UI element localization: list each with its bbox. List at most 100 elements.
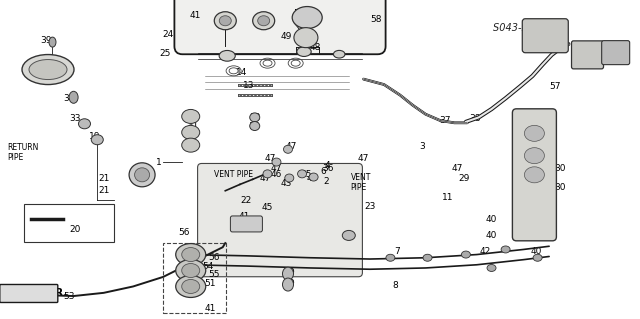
FancyBboxPatch shape <box>572 41 604 69</box>
Ellipse shape <box>134 168 150 182</box>
FancyBboxPatch shape <box>198 163 362 277</box>
Text: 13: 13 <box>243 81 254 90</box>
Ellipse shape <box>182 109 200 123</box>
Ellipse shape <box>220 16 231 26</box>
Text: 49: 49 <box>281 32 292 41</box>
Text: 19: 19 <box>89 132 100 141</box>
Text: 7: 7 <box>394 247 399 256</box>
Ellipse shape <box>129 163 155 187</box>
Ellipse shape <box>501 246 510 253</box>
Text: 40: 40 <box>531 247 542 256</box>
Text: S043-B0300 p: S043-B0300 p <box>493 23 563 33</box>
Text: 58: 58 <box>371 15 382 24</box>
Text: 33: 33 <box>70 114 81 123</box>
Text: 28: 28 <box>34 70 45 78</box>
Text: 18: 18 <box>612 48 623 57</box>
Ellipse shape <box>342 230 355 241</box>
Text: 47: 47 <box>452 164 463 173</box>
Ellipse shape <box>386 254 395 261</box>
Text: VENT PIPE: VENT PIPE <box>214 170 253 179</box>
Ellipse shape <box>285 174 294 182</box>
Text: 3: 3 <box>420 142 425 151</box>
Text: 48: 48 <box>309 43 321 52</box>
Text: 39: 39 <box>40 36 52 45</box>
Text: 37: 37 <box>439 116 451 125</box>
Text: 26: 26 <box>527 114 538 123</box>
Ellipse shape <box>298 170 307 178</box>
Text: 4: 4 <box>325 161 330 170</box>
Ellipse shape <box>487 264 496 271</box>
Text: 43: 43 <box>281 179 292 188</box>
Text: 42: 42 <box>479 247 491 256</box>
Text: 21: 21 <box>98 174 109 182</box>
Ellipse shape <box>263 170 272 178</box>
Text: 41: 41 <box>189 11 201 20</box>
Ellipse shape <box>292 7 322 28</box>
Ellipse shape <box>92 135 103 145</box>
Ellipse shape <box>29 60 67 79</box>
Text: 21: 21 <box>98 186 109 195</box>
Text: 24: 24 <box>162 30 173 39</box>
Ellipse shape <box>297 47 311 56</box>
Text: 47: 47 <box>260 174 271 182</box>
Text: 57: 57 <box>550 82 561 91</box>
Text: 11: 11 <box>442 193 454 202</box>
Ellipse shape <box>182 279 200 293</box>
Text: 56: 56 <box>209 253 220 262</box>
Ellipse shape <box>282 267 294 280</box>
Text: 30: 30 <box>554 183 566 192</box>
Ellipse shape <box>250 122 260 130</box>
Text: 55: 55 <box>209 271 220 279</box>
Text: 9: 9 <box>289 279 294 288</box>
Text: 34: 34 <box>63 94 75 103</box>
Text: 47: 47 <box>271 164 282 173</box>
FancyBboxPatch shape <box>0 285 58 302</box>
Text: 12: 12 <box>134 170 145 179</box>
Ellipse shape <box>282 278 294 291</box>
Ellipse shape <box>79 119 90 129</box>
FancyBboxPatch shape <box>230 216 262 232</box>
Text: 17: 17 <box>582 50 593 59</box>
Text: 22: 22 <box>241 196 252 205</box>
Ellipse shape <box>524 148 545 164</box>
Ellipse shape <box>461 251 470 258</box>
Text: 56: 56 <box>179 228 190 237</box>
Ellipse shape <box>423 254 432 261</box>
Ellipse shape <box>176 244 205 265</box>
Text: 25: 25 <box>159 49 171 58</box>
Ellipse shape <box>284 145 292 153</box>
Text: 30: 30 <box>554 164 566 173</box>
Text: 1: 1 <box>156 158 161 167</box>
Text: 9: 9 <box>289 268 294 277</box>
Text: 20: 20 <box>70 225 81 234</box>
Ellipse shape <box>524 125 545 141</box>
Ellipse shape <box>49 37 56 47</box>
Text: RETURN
PIPE: RETURN PIPE <box>8 143 39 162</box>
Text: 2: 2 <box>324 177 329 186</box>
Text: 6: 6 <box>321 167 326 176</box>
Ellipse shape <box>258 16 269 26</box>
Text: 29: 29 <box>458 174 470 182</box>
Text: 53: 53 <box>63 292 75 300</box>
Text: 40: 40 <box>486 215 497 224</box>
Text: 10: 10 <box>519 202 531 211</box>
Text: 47: 47 <box>358 154 369 163</box>
Text: 47: 47 <box>264 154 276 163</box>
Ellipse shape <box>219 50 236 61</box>
Text: 14: 14 <box>236 68 248 77</box>
Ellipse shape <box>333 50 345 58</box>
Text: 32: 32 <box>249 113 260 122</box>
Text: 54: 54 <box>202 262 214 271</box>
Text: 8: 8 <box>393 281 398 290</box>
Ellipse shape <box>182 125 200 139</box>
Text: 40: 40 <box>486 231 497 240</box>
FancyBboxPatch shape <box>602 41 630 65</box>
Text: FR.: FR. <box>48 288 67 298</box>
Ellipse shape <box>524 167 545 183</box>
Text: VENT
PIPE: VENT PIPE <box>351 173 371 192</box>
Ellipse shape <box>176 260 205 281</box>
Text: 27: 27 <box>31 59 43 68</box>
Text: 45: 45 <box>262 204 273 212</box>
FancyBboxPatch shape <box>513 109 556 241</box>
Text: 41: 41 <box>188 122 199 131</box>
